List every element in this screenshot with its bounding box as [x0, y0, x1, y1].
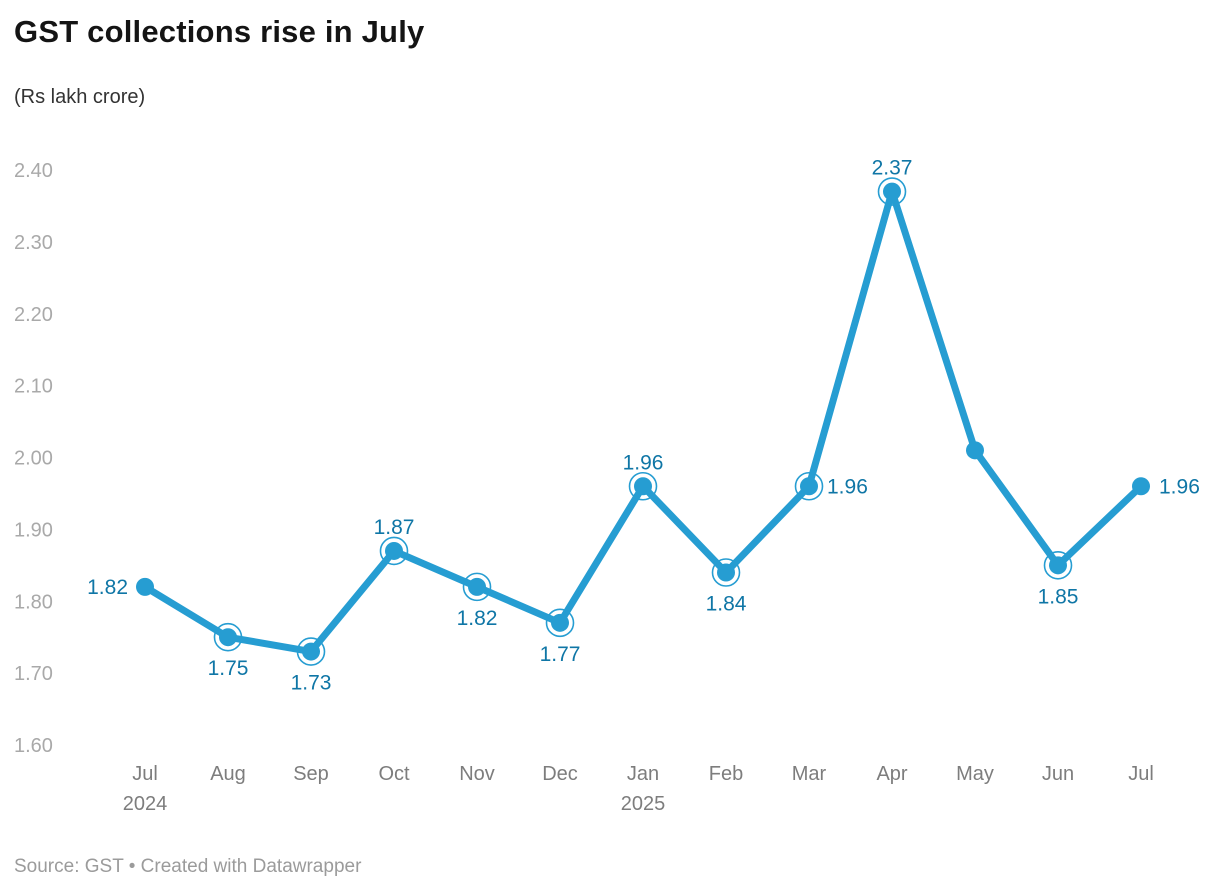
data-point-aug[interactable] [219, 628, 237, 647]
data-point-jul[interactable] [1132, 477, 1150, 496]
line-chart: 2.40 2.30 2.20 2.10 2.00 1.90 1.80 1.70 1.60 Jul 2… [14, 157, 1200, 815]
source-attribution: Source: GST • Created with Datawrapper [14, 856, 362, 877]
chart-subtitle: (Rs lakh crore) [14, 86, 146, 108]
value-label-dec: 1.77 [540, 643, 581, 666]
value-label-sep: 1.73 [291, 672, 332, 695]
y-axis-tick-label: 1.90 [14, 519, 53, 541]
y-axis-tick-label: 2.20 [14, 304, 53, 326]
data-point-ring-mar [794, 471, 824, 501]
y-axis-tick-label: 2.40 [14, 160, 53, 182]
x-axis-tick-label: Jun [1042, 763, 1074, 785]
data-point-ring-jan-2025 [628, 471, 658, 501]
x-axis-tick-label: Sep [293, 763, 329, 785]
x-axis-tick-label: Apr [876, 763, 907, 785]
x-axis-tick-label: Jul [132, 763, 158, 785]
x-axis-tick-label: Feb [709, 763, 743, 785]
data-point-ring-feb [711, 558, 741, 587]
value-label-oct: 1.87 [374, 516, 415, 539]
data-point-ring-apr [877, 177, 907, 206]
y-axis-tick-label: 2.30 [14, 232, 53, 254]
value-label-nov: 1.82 [457, 607, 498, 630]
x-axis-year-label: 2024 [123, 793, 168, 815]
data-point-mar[interactable] [800, 477, 818, 496]
x-axis-tick-label: May [956, 763, 994, 785]
data-point-dec[interactable] [551, 613, 569, 632]
data-point-oct[interactable] [385, 541, 403, 560]
value-label-mar: 1.96 [827, 475, 868, 498]
value-label-jul: 1.96 [1159, 475, 1200, 498]
data-point-jun[interactable] [1049, 556, 1067, 575]
series-line [141, 188, 1145, 656]
value-label-jul-2024: 1.82 [87, 576, 128, 599]
data-point-apr[interactable] [883, 182, 901, 201]
chart-title: GST collections rise in July [14, 14, 425, 49]
x-axis-tick-label: Jan [627, 763, 659, 785]
data-point-ring-oct [379, 536, 409, 566]
x-axis-tick-label: Oct [378, 763, 410, 785]
data-point-nov[interactable] [468, 577, 486, 596]
data-point-feb[interactable] [717, 563, 735, 582]
x-axis-tick-label: Dec [542, 763, 578, 785]
value-label-jan-2025: 1.96 [623, 451, 664, 474]
data-point-sep[interactable] [302, 642, 320, 661]
x-axis-tick-label: Mar [792, 763, 827, 785]
y-axis-tick-label: 2.10 [14, 376, 53, 398]
data-point-jul-2024[interactable] [136, 577, 154, 596]
data-point-ring-nov [462, 572, 492, 602]
value-label-jun: 1.85 [1038, 585, 1079, 608]
y-axis-tick-label: 1.70 [14, 663, 53, 685]
y-axis-tick-label: 2.00 [14, 448, 53, 470]
x-axis-year-label: 2025 [621, 793, 666, 815]
data-point-may[interactable] [966, 441, 984, 460]
x-axis-tick-label: Jul [1128, 763, 1154, 785]
value-label-aug: 1.75 [208, 657, 249, 680]
value-label-apr: 2.37 [872, 157, 913, 180]
x-axis-tick-label: Aug [210, 763, 246, 785]
data-point-ring-sep [296, 637, 326, 666]
data-point-ring-dec [545, 608, 575, 638]
data-point-ring-jun [1043, 551, 1073, 580]
value-label-feb: 1.84 [706, 593, 747, 616]
y-axis-tick-label: 1.80 [14, 591, 53, 613]
data-point-ring-aug [213, 622, 243, 652]
y-axis-tick-label: 1.60 [14, 735, 53, 757]
x-axis-tick-label: Nov [459, 763, 495, 785]
data-point-jan-2025[interactable] [634, 477, 652, 496]
